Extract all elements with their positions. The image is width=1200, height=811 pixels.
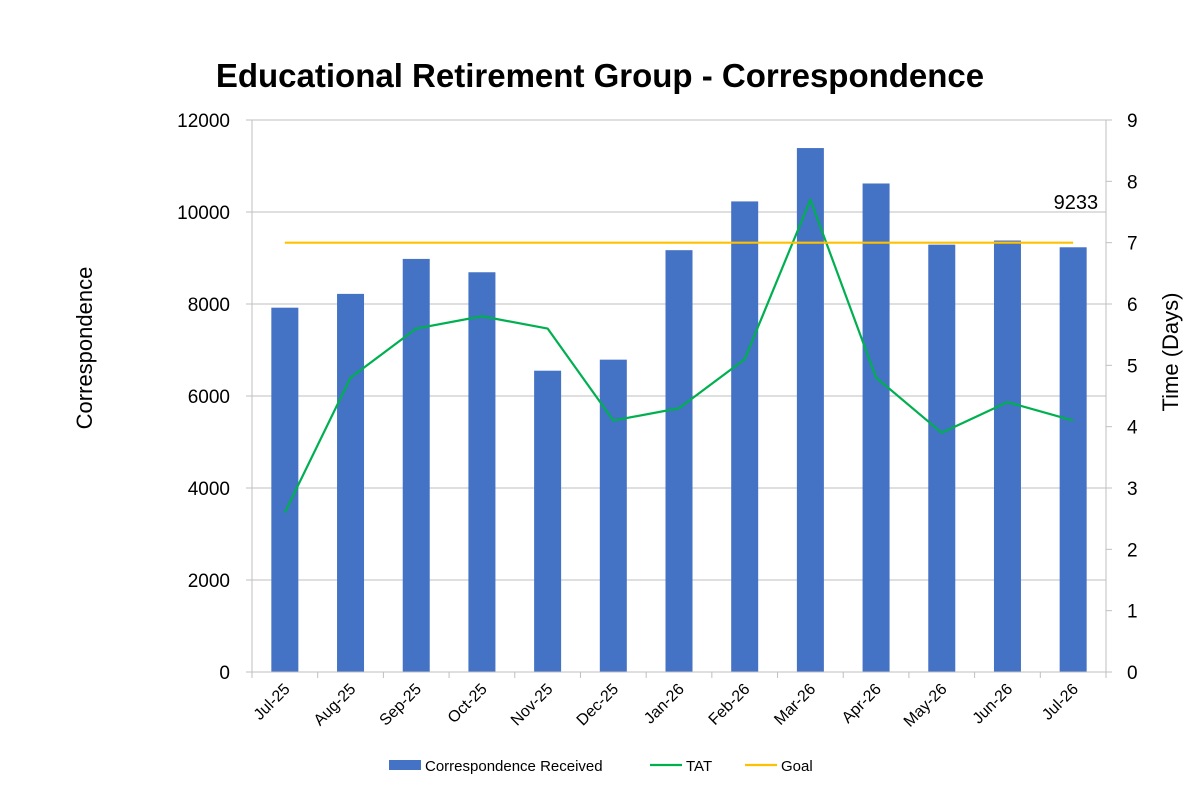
- bar-Jul-26: [1059, 247, 1087, 673]
- y-tick-label: 2000: [188, 571, 230, 592]
- bar-May-26: [928, 244, 956, 672]
- legend-label: Goal: [781, 758, 813, 775]
- bar-Dec-25: [599, 359, 627, 672]
- legend-label: Correspondence Received: [425, 758, 603, 775]
- y-tick-label: 8000: [188, 295, 230, 316]
- bar-Oct-25: [468, 272, 496, 672]
- y2-tick-label: 8: [1127, 172, 1138, 193]
- x-tick-label: Aug-25: [311, 681, 360, 730]
- x-tick-label: Jan-26: [641, 681, 688, 728]
- y-axis-label: Correspondence: [72, 267, 97, 430]
- bar-series: [271, 148, 1087, 673]
- y-tick-label: 10000: [177, 203, 230, 224]
- bar-Nov-25: [534, 370, 562, 672]
- x-tick-label: Apr-26: [839, 681, 885, 727]
- bar-Sep-25: [402, 258, 430, 672]
- legend-item: TAT: [650, 758, 712, 775]
- y-tick-label: 0: [219, 663, 230, 684]
- y2-tick-label: 2: [1127, 540, 1138, 561]
- bar-Jan-26: [665, 250, 693, 672]
- x-tick-label: May-26: [901, 681, 951, 731]
- bar-Mar-26: [796, 148, 824, 672]
- x-tick-label: Sep-25: [377, 681, 426, 730]
- legend-label: TAT: [686, 758, 712, 775]
- data-label: 9233: [1054, 192, 1099, 214]
- x-tick-label: Mar-26: [771, 681, 819, 729]
- y2-tick-label: 1: [1127, 602, 1138, 623]
- x-tick-label: Feb-26: [706, 681, 754, 729]
- y2-tick-label: 5: [1127, 356, 1138, 377]
- y2-tick-label: 6: [1127, 295, 1138, 316]
- chart-title: Educational Retirement Group - Correspon…: [216, 57, 984, 94]
- bar-Aug-25: [337, 293, 365, 672]
- y2-axis-label: Time (Days): [1158, 293, 1183, 412]
- bar-Jul-25: [271, 307, 299, 672]
- y2-tick-label: 9: [1127, 111, 1138, 132]
- bar-Jun-26: [993, 240, 1021, 672]
- x-tick-label: Dec-25: [574, 681, 623, 730]
- y2-tick-label: 0: [1127, 663, 1138, 684]
- x-tick-label: Nov-25: [508, 681, 557, 730]
- tat-line: [283, 198, 1074, 514]
- x-tick-label: Jul-25: [251, 681, 294, 724]
- bar-Feb-26: [731, 201, 759, 673]
- line-series: [283, 198, 1074, 514]
- x-tick-label: Oct-25: [445, 681, 491, 727]
- y2-tick-label: 7: [1127, 234, 1138, 255]
- axes: 0 2000 4000 6000 8000 10000 12000 0 1 2 3 4 5 6 7 8 9 Jul…: [177, 111, 1138, 731]
- y-tick-label: 12000: [177, 111, 230, 132]
- legend: Correspondence Received TAT Goal: [389, 758, 813, 775]
- legend-item: Correspondence Received: [389, 758, 603, 775]
- legend-item: Goal: [745, 758, 813, 775]
- x-tick-label: Jun-26: [970, 681, 1017, 728]
- x-tick-label: Jul-26: [1039, 681, 1082, 724]
- bar-Apr-26: [862, 183, 890, 673]
- y-tick-label: 4000: [188, 479, 230, 500]
- y2-tick-label: 4: [1127, 418, 1138, 439]
- legend-swatch: [389, 760, 421, 770]
- annotations: 9233: [1054, 192, 1099, 214]
- y2-tick-label: 3: [1127, 479, 1138, 500]
- y-tick-label: 6000: [188, 387, 230, 408]
